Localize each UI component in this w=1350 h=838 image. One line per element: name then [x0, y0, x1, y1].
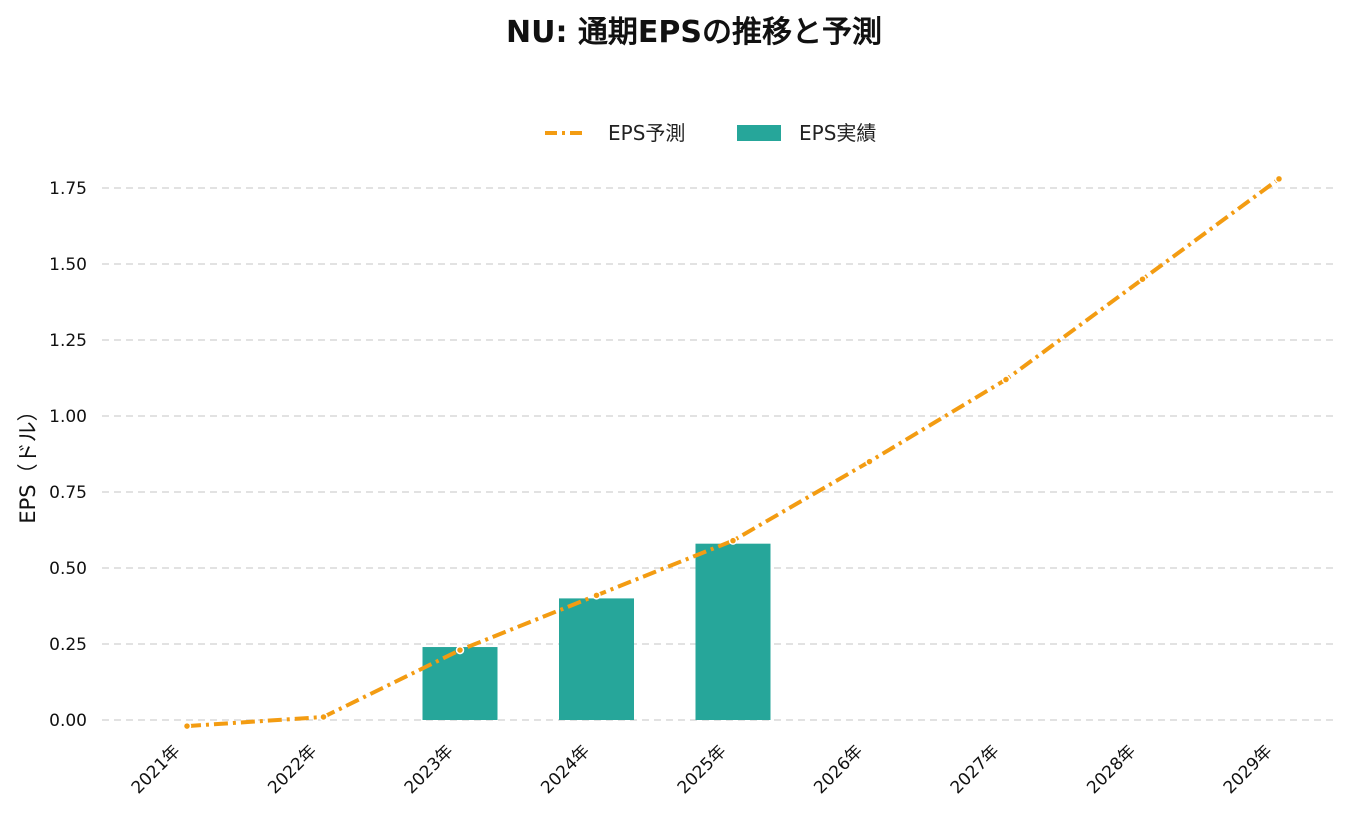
x-tick-label: 2028年 — [1083, 741, 1140, 798]
actual-bar — [559, 598, 634, 720]
x-tick-labels: 2021年 2022年 2023年 2024年 2025年 2026年 2027年 2028年… — [128, 741, 1277, 798]
forecast-point — [319, 712, 328, 722]
y-tick-labels: 0.00 0.25 0.50 0.75 1.00 1.25 1.50 1.75 — [49, 179, 87, 731]
x-tick-label: 2027年 — [947, 741, 1004, 798]
chart-title: NU: 通期EPSの推移と予測 — [506, 15, 882, 50]
legend-actual-label: EPS実績 — [799, 121, 876, 145]
y-axis-label: EPS（ドル） — [16, 400, 40, 523]
legend-actual-swatch — [737, 125, 781, 141]
forecast-line — [186, 177, 1281, 729]
y-tick-label: 0.25 — [49, 635, 87, 655]
actual-bar — [422, 647, 498, 720]
actual-bar — [695, 543, 771, 720]
x-tick-label: 2024年 — [537, 741, 594, 798]
forecast-point — [592, 591, 601, 600]
actual-bars — [422, 543, 771, 720]
y-tick-label: 1.75 — [49, 179, 87, 199]
y-tick-label: 1.50 — [49, 255, 87, 275]
x-tick-label: 2022年 — [264, 741, 321, 798]
x-tick-label: 2021年 — [128, 741, 185, 798]
y-tick-label: 1.25 — [49, 331, 87, 351]
forecast-point — [455, 645, 465, 655]
y-tick-label: 0.50 — [49, 559, 87, 579]
forecast-point — [1001, 375, 1011, 384]
forecast-point — [728, 536, 738, 545]
legend-forecast-label: EPS予測 — [608, 121, 685, 145]
forecast-point — [865, 457, 874, 466]
x-tick-label: 2023年 — [401, 741, 458, 798]
x-tick-label: 2025年 — [674, 741, 731, 798]
forecast-point — [1274, 174, 1284, 184]
forecast-line-group — [182, 174, 1284, 731]
x-tick-label: 2026年 — [810, 741, 867, 798]
x-tick-label: 2029年 — [1220, 741, 1277, 798]
y-tick-label: 1.00 — [49, 407, 87, 427]
legend: EPS予測 EPS実績 — [545, 121, 876, 145]
y-tick-label: 0.75 — [49, 483, 87, 503]
forecast-point — [182, 721, 192, 731]
forecast-point — [1138, 274, 1147, 284]
y-tick-label: 0.00 — [49, 711, 87, 731]
